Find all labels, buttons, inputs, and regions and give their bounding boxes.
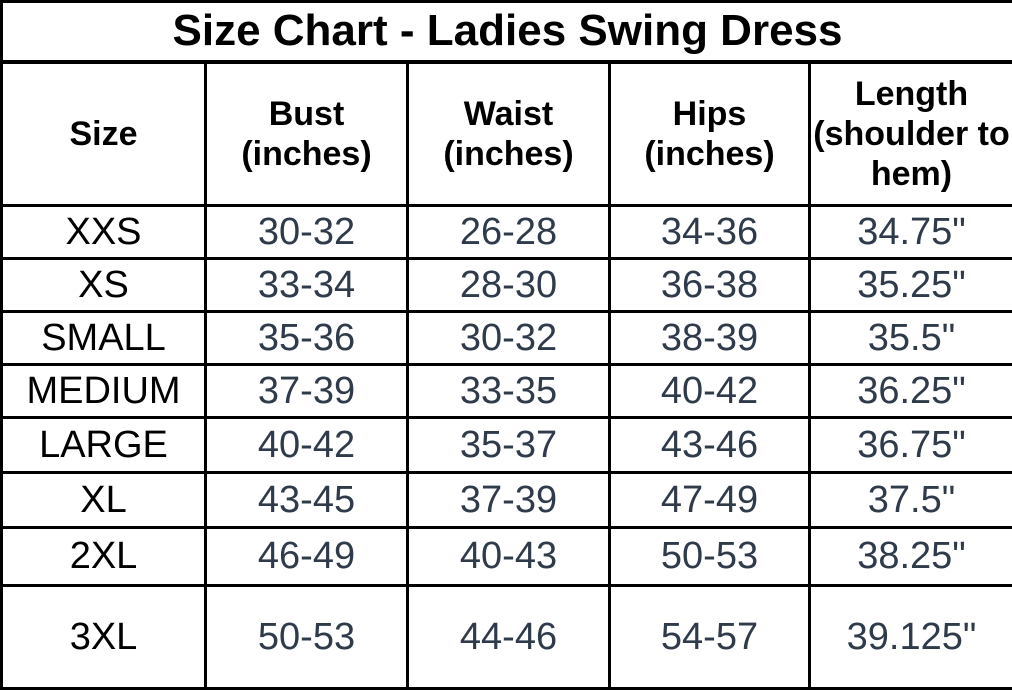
bust-cell: 33-34 <box>204 257 409 313</box>
header-sublabel: (inches) <box>443 134 574 173</box>
hips-cell: 34-36 <box>608 204 811 260</box>
table-row-large: LARGE 40-42 35-37 43-46 36.75" <box>0 416 1012 474</box>
waist-cell: 30-32 <box>406 310 611 366</box>
header-sublabel: (shoulder to hem) <box>813 114 1010 193</box>
bust-cell: 50-53 <box>204 584 409 690</box>
chart-title: Size Chart - Ladies Swing Dress <box>0 0 1012 64</box>
length-cell: 36.25" <box>808 363 1012 419</box>
column-header-length: Length (shoulder to hem) <box>808 60 1012 207</box>
table-row-xl: XL 43-45 37-39 47-49 37.5" <box>0 471 1012 529</box>
column-header-bust: Bust (inches) <box>204 60 409 207</box>
hips-cell: 40-42 <box>608 363 811 419</box>
header-sublabel: (inches) <box>644 134 775 173</box>
length-cell: 37.5" <box>808 471 1012 529</box>
bust-cell: 30-32 <box>204 204 409 260</box>
bust-cell: 46-49 <box>204 526 409 587</box>
size-cell: LARGE <box>0 416 207 474</box>
length-cell: 39.125" <box>808 584 1012 690</box>
table-row-medium: MEDIUM 37-39 33-35 40-42 36.25" <box>0 363 1012 419</box>
length-cell: 35.25" <box>808 257 1012 313</box>
size-cell: XS <box>0 257 207 313</box>
table-row-small: SMALL 35-36 30-32 38-39 35.5" <box>0 310 1012 366</box>
length-cell: 34.75" <box>808 204 1012 260</box>
header-label: Bust <box>268 94 345 133</box>
waist-cell: 35-37 <box>406 416 611 474</box>
header-label: Length <box>854 74 969 113</box>
header-row: Size Bust (inches) Waist (inches) Hips (… <box>0 60 1012 207</box>
size-cell: 2XL <box>0 526 207 587</box>
bust-cell: 40-42 <box>204 416 409 474</box>
bust-cell: 35-36 <box>204 310 409 366</box>
waist-cell: 26-28 <box>406 204 611 260</box>
waist-cell: 28-30 <box>406 257 611 313</box>
table-row-xs: XS 33-34 28-30 36-38 35.25" <box>0 257 1012 313</box>
hips-cell: 43-46 <box>608 416 811 474</box>
table-row-xxs: XXS 30-32 26-28 34-36 34.75" <box>0 204 1012 260</box>
size-cell: 3XL <box>0 584 207 690</box>
header-label: Size <box>69 114 138 153</box>
waist-cell: 33-35 <box>406 363 611 419</box>
length-cell: 38.25" <box>808 526 1012 587</box>
header-sublabel: (inches) <box>241 134 372 173</box>
header-label: Waist <box>463 94 554 133</box>
hips-cell: 54-57 <box>608 584 811 690</box>
size-cell: SMALL <box>0 310 207 366</box>
column-header-hips: Hips (inches) <box>608 60 811 207</box>
title-row: Size Chart - Ladies Swing Dress <box>0 0 1012 64</box>
header-label: Hips <box>672 94 747 133</box>
table-row-2xl: 2XL 46-49 40-43 50-53 38.25" <box>0 526 1012 587</box>
hips-cell: 38-39 <box>608 310 811 366</box>
size-cell: MEDIUM <box>0 363 207 419</box>
waist-cell: 44-46 <box>406 584 611 690</box>
hips-cell: 50-53 <box>608 526 811 587</box>
hips-cell: 36-38 <box>608 257 811 313</box>
length-cell: 35.5" <box>808 310 1012 366</box>
size-cell: XL <box>0 471 207 529</box>
waist-cell: 37-39 <box>406 471 611 529</box>
table-row-3xl: 3XL 50-53 44-46 54-57 39.125" <box>0 584 1012 690</box>
size-cell: XXS <box>0 204 207 260</box>
hips-cell: 47-49 <box>608 471 811 529</box>
length-cell: 36.75" <box>808 416 1012 474</box>
column-header-size: Size <box>0 60 207 207</box>
waist-cell: 40-43 <box>406 526 611 587</box>
bust-cell: 37-39 <box>204 363 409 419</box>
bust-cell: 43-45 <box>204 471 409 529</box>
column-header-waist: Waist (inches) <box>406 60 611 207</box>
